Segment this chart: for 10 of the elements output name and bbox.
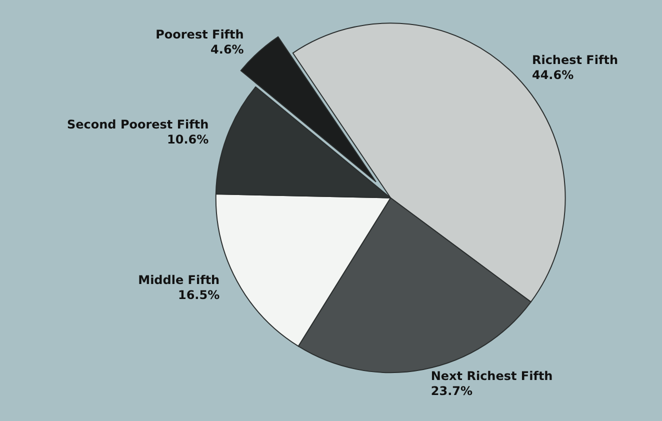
data-label: 10.6% xyxy=(167,132,209,147)
slice-label: Second Poorest Fifth xyxy=(67,118,209,132)
slice-label: Poorest Fifth xyxy=(156,27,244,42)
data-label: 4.6% xyxy=(210,42,244,56)
slice-label: Richest Fifth xyxy=(532,52,618,67)
data-label: 23.7% xyxy=(430,384,473,398)
data-label: 16.5% xyxy=(178,288,220,302)
slice-label: Next Richest Fifth xyxy=(430,368,553,383)
slice-label: Middle Fifth xyxy=(138,273,220,288)
data-label: 44.6% xyxy=(532,68,574,82)
